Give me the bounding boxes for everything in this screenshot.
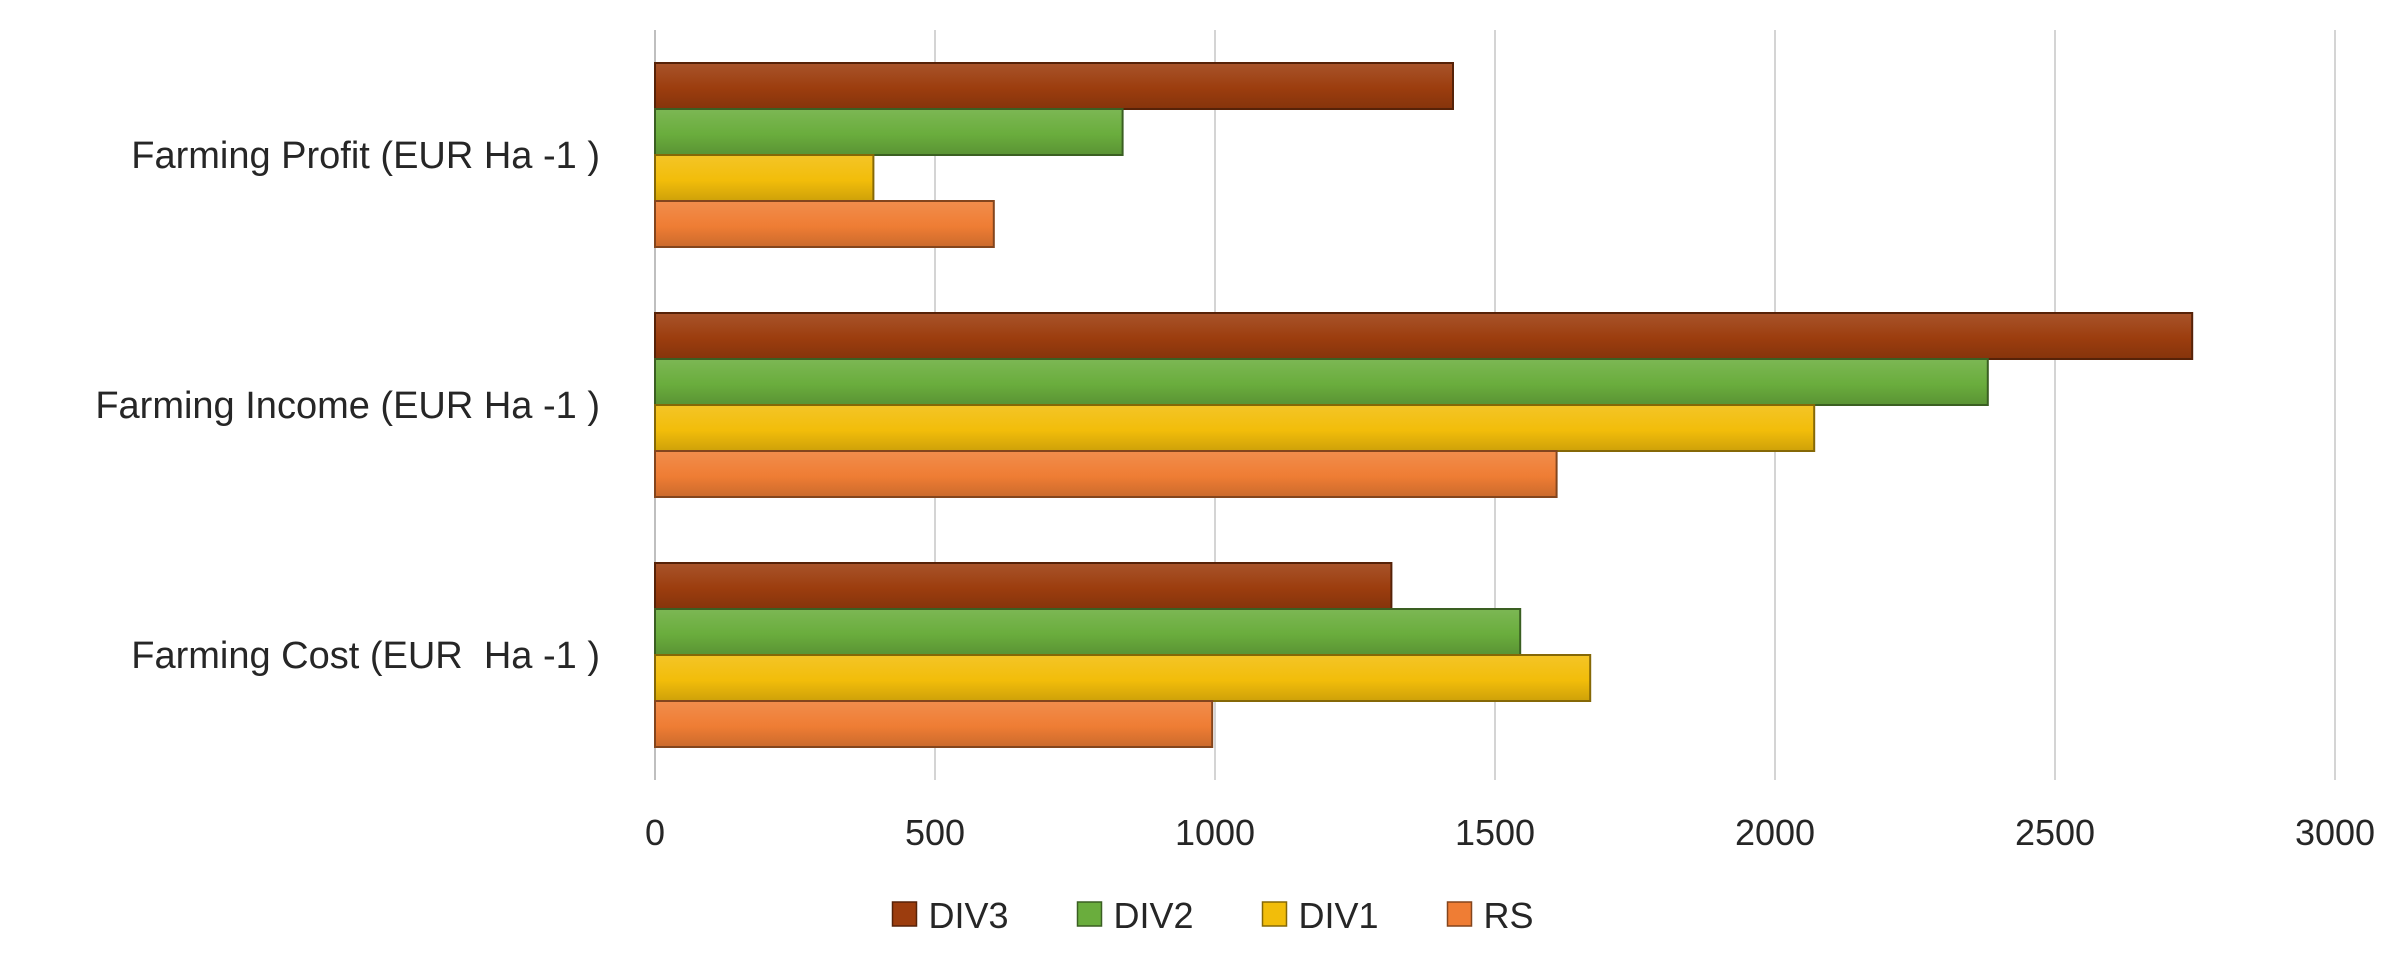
category-label: Farming Cost (EUR Ha -1 ) bbox=[131, 635, 600, 677]
category-labels: Farming Profit (EUR Ha -1 ) Farming Incom… bbox=[95, 135, 600, 677]
bar-div3-3 bbox=[654, 562, 1393, 610]
legend-label: DIV1 bbox=[1299, 895, 1379, 936]
legend-swatch bbox=[1261, 901, 1288, 927]
legend-swatch bbox=[1446, 901, 1473, 927]
category-label: Farming Income (EUR Ha -1 ) bbox=[95, 385, 600, 427]
bar-div1-2 bbox=[654, 404, 1816, 452]
legend-item-div2: DIV2 bbox=[1076, 895, 1194, 936]
bar-rs-2 bbox=[654, 450, 1558, 498]
legend: DIV3 DIV2 DIV1 RS bbox=[891, 895, 1534, 936]
legend-swatch bbox=[891, 901, 918, 927]
legend-label: DIV3 bbox=[929, 895, 1009, 936]
legend-label: DIV2 bbox=[1114, 895, 1194, 936]
x-tick-label: 2500 bbox=[2015, 812, 2095, 853]
bar-div1-1 bbox=[654, 154, 875, 202]
bar-div2-1 bbox=[654, 108, 1124, 156]
bar-div2-2 bbox=[654, 358, 1989, 406]
legend-item-rs: RS bbox=[1446, 895, 1534, 936]
x-tick-label: 1000 bbox=[1175, 812, 1255, 853]
legend-label: RS bbox=[1484, 895, 1534, 936]
legend-swatch bbox=[1076, 901, 1103, 927]
x-tick-label: 2000 bbox=[1735, 812, 1815, 853]
x-tick-label: 1500 bbox=[1455, 812, 1535, 853]
bar-rs-1 bbox=[654, 200, 995, 248]
bar-div2-3 bbox=[654, 608, 1522, 656]
bar-div3-1 bbox=[654, 62, 1454, 110]
bar-div1-3 bbox=[654, 654, 1592, 702]
x-tick-label: 0 bbox=[645, 812, 665, 853]
x-tick-label: 500 bbox=[905, 812, 965, 853]
legend-item-div3: DIV3 bbox=[891, 895, 1009, 936]
bars bbox=[654, 62, 2194, 748]
x-tick-label: 3000 bbox=[2295, 812, 2375, 853]
legend-item-div1: DIV1 bbox=[1261, 895, 1379, 936]
bar-rs-3 bbox=[654, 700, 1214, 748]
x-tick-labels: 0 500 1000 1500 2000 2500 3000 bbox=[645, 812, 2375, 853]
bar-div3-2 bbox=[654, 312, 2194, 360]
category-label: Farming Profit (EUR Ha -1 ) bbox=[131, 135, 600, 177]
